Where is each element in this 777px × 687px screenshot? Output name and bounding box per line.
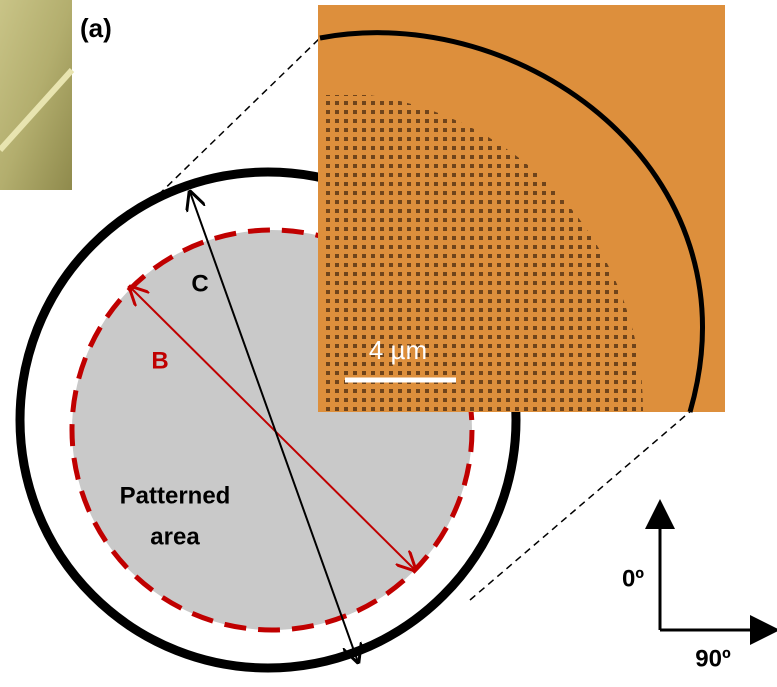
region-label: Patterned [120, 482, 231, 509]
vertical-label: 0º [622, 565, 644, 592]
horizontal-label: 90º [695, 645, 731, 672]
inset: 4 µm [318, 5, 725, 412]
arrow-c-label: C [191, 270, 208, 297]
scale-bar-label: 4 µm [369, 335, 427, 365]
region-label: area [150, 523, 200, 550]
panel-label: (a) [80, 13, 112, 43]
arrow-b-label: B [151, 347, 168, 374]
photo [0, 0, 72, 190]
figure: (a) C B Patterned area 4 µm 0º 90º [0, 0, 777, 687]
